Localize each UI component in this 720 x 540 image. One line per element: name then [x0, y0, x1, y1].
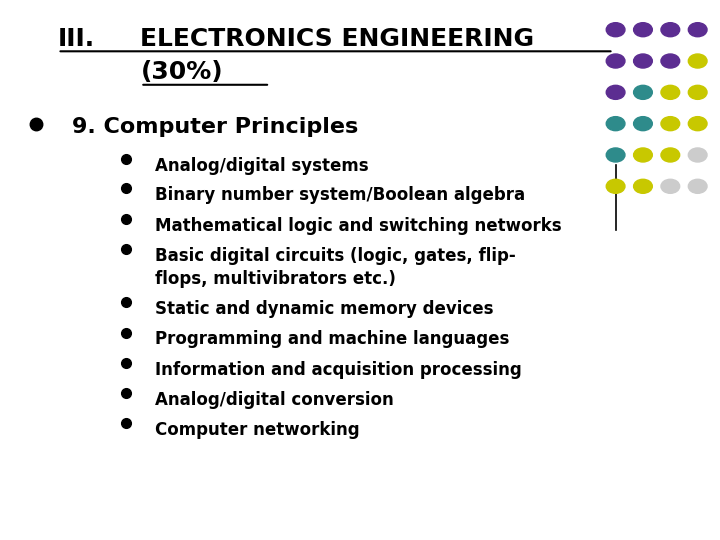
Circle shape: [661, 117, 680, 131]
Circle shape: [688, 54, 707, 68]
Circle shape: [606, 179, 625, 193]
Text: Analog/digital conversion: Analog/digital conversion: [155, 391, 394, 409]
Text: III.: III.: [58, 27, 95, 51]
Circle shape: [661, 148, 680, 162]
Circle shape: [661, 54, 680, 68]
Circle shape: [688, 179, 707, 193]
Circle shape: [688, 148, 707, 162]
Circle shape: [688, 85, 707, 99]
Text: Programming and machine languages: Programming and machine languages: [155, 330, 509, 348]
Circle shape: [634, 148, 652, 162]
Circle shape: [661, 179, 680, 193]
Circle shape: [661, 85, 680, 99]
Text: Mathematical logic and switching networks: Mathematical logic and switching network…: [155, 217, 562, 235]
Circle shape: [606, 117, 625, 131]
Circle shape: [661, 23, 680, 37]
Circle shape: [688, 117, 707, 131]
Circle shape: [634, 117, 652, 131]
Text: Binary number system/Boolean algebra: Binary number system/Boolean algebra: [155, 186, 525, 204]
Circle shape: [606, 54, 625, 68]
Circle shape: [606, 85, 625, 99]
Text: Static and dynamic memory devices: Static and dynamic memory devices: [155, 300, 493, 318]
Text: Information and acquisition processing: Information and acquisition processing: [155, 361, 521, 379]
Circle shape: [688, 23, 707, 37]
Circle shape: [634, 179, 652, 193]
Circle shape: [634, 23, 652, 37]
Circle shape: [606, 23, 625, 37]
Text: ELECTRONICS ENGINEERING: ELECTRONICS ENGINEERING: [140, 27, 534, 51]
Circle shape: [634, 54, 652, 68]
Text: (30%): (30%): [140, 60, 223, 84]
Text: Computer networking: Computer networking: [155, 421, 359, 439]
Circle shape: [634, 85, 652, 99]
Text: 9. Computer Principles: 9. Computer Principles: [72, 117, 359, 137]
Circle shape: [606, 148, 625, 162]
Text: Analog/digital systems: Analog/digital systems: [155, 157, 369, 174]
Text: Basic digital circuits (logic, gates, flip-
flops, multivibrators etc.): Basic digital circuits (logic, gates, fl…: [155, 247, 516, 287]
